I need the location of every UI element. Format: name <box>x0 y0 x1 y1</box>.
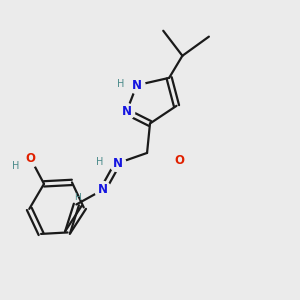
Text: H: H <box>96 157 103 167</box>
Text: H: H <box>74 194 81 202</box>
Text: O: O <box>174 154 184 167</box>
Text: H: H <box>117 79 124 89</box>
Circle shape <box>94 182 111 198</box>
Circle shape <box>110 155 126 172</box>
Text: N: N <box>98 183 108 196</box>
Circle shape <box>22 151 39 167</box>
Text: N: N <box>122 105 131 118</box>
Circle shape <box>118 103 135 120</box>
Text: N: N <box>132 79 142 92</box>
Text: N: N <box>112 157 123 170</box>
Text: O: O <box>26 152 36 165</box>
Circle shape <box>128 77 145 94</box>
Text: H: H <box>12 161 20 171</box>
Circle shape <box>171 152 188 169</box>
